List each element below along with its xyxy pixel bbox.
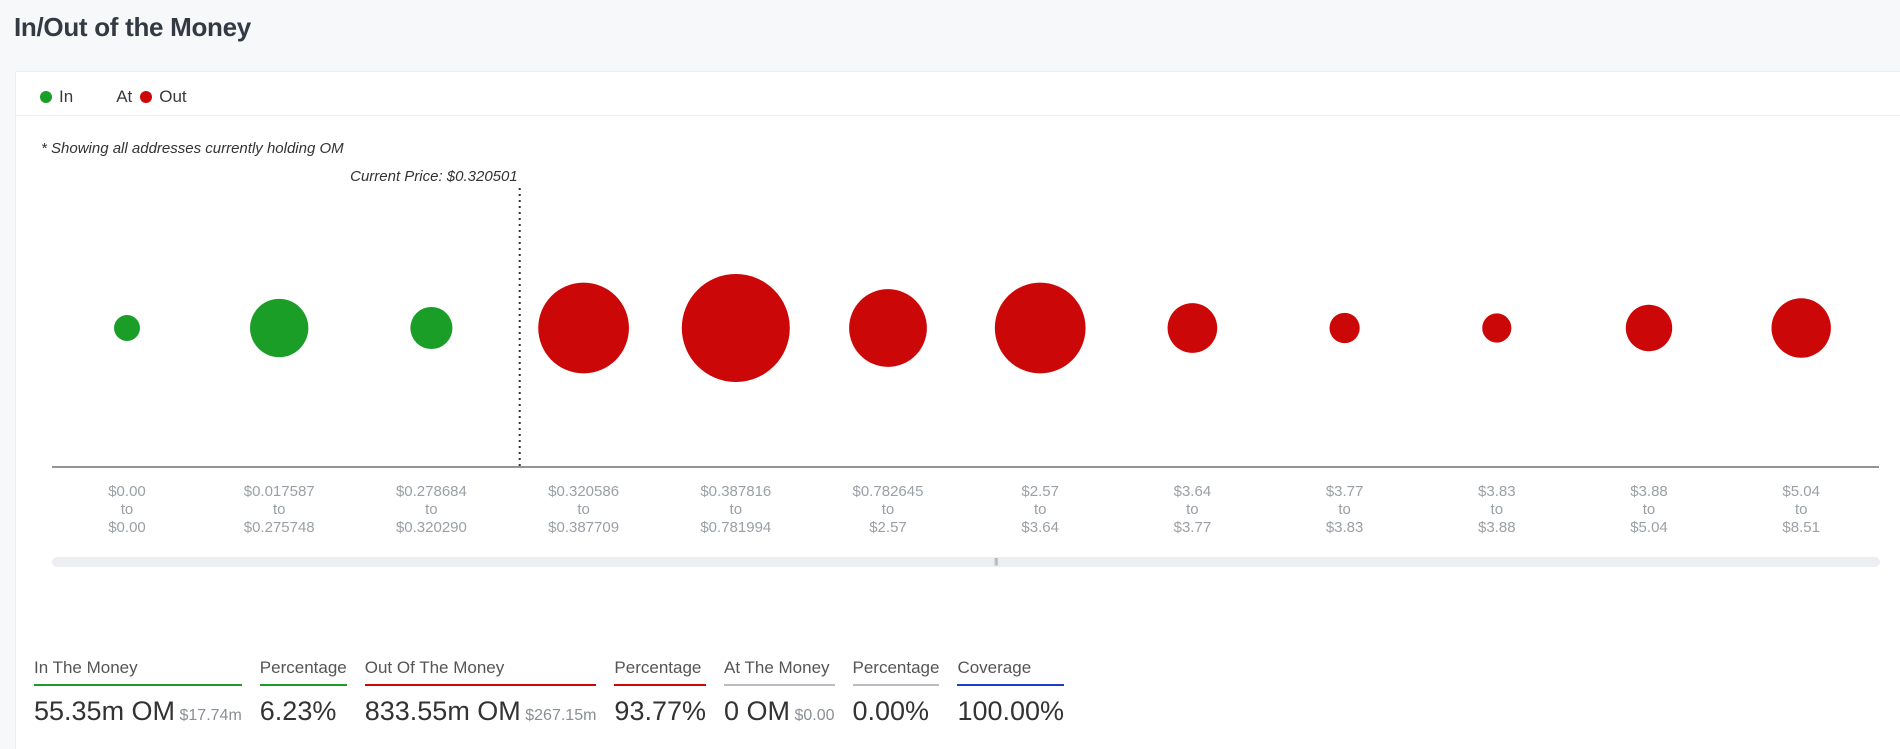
bubble-out-7[interactable]: [1167, 303, 1218, 353]
x-tick-label-6-2: $3.64: [1021, 519, 1059, 536]
legend-label-in: In: [59, 87, 74, 106]
bubble-out-8[interactable]: [1329, 312, 1360, 344]
summary-stat-value: 100.00%: [957, 696, 1065, 726]
x-tick-label-10-0: $3.88: [1630, 483, 1668, 500]
bubble-out-4[interactable]: [681, 274, 790, 382]
x-tick-label-6-1: to: [1034, 501, 1047, 518]
x-tick-label-11-0: $5.04: [1782, 483, 1820, 500]
x-tick-label-8-2: $3.83: [1326, 519, 1364, 536]
x-tick-label-5-2: $2.57: [869, 519, 907, 536]
summary-stat-4: At The Money 0 OM $0.00: [724, 658, 835, 727]
summary-stat-label: In The Money: [34, 658, 242, 686]
x-tick-label-8-1: to: [1338, 501, 1351, 518]
summary-stat-value: 0 OM $0.00: [724, 696, 835, 726]
legend-label-at: At: [116, 87, 133, 106]
legend-label-out: Out: [159, 87, 187, 106]
summary-stat-5: Percentage 0.00%: [852, 658, 940, 727]
x-tick-label-5-0: $0.782645: [853, 483, 924, 500]
legend-dot-out-icon: [140, 91, 153, 103]
summary-stat-value: 6.23%: [259, 696, 337, 726]
bubble-out-3[interactable]: [538, 282, 629, 374]
x-tick-label-2-1: to: [425, 501, 438, 518]
x-tick-label-7-2: $3.77: [1174, 519, 1212, 536]
summary-stat-label: Percentage: [852, 658, 940, 686]
x-tick-label-1-1: to: [273, 501, 286, 518]
x-tick-label-1-0: $0.017587: [244, 483, 315, 500]
bubble-out-10[interactable]: [1625, 304, 1673, 352]
bubble-out-11[interactable]: [1771, 298, 1831, 358]
x-tick-label-9-1: to: [1491, 501, 1504, 518]
x-tick-label-5-1: to: [882, 501, 895, 518]
page-title: In/Out of the Money: [14, 12, 251, 42]
summary-stat-label: Out Of The Money: [364, 658, 597, 686]
summary-stat-6: Coverage 100.00%: [957, 658, 1065, 727]
summary-stat-label: Percentage: [614, 658, 706, 686]
x-tick-label-8-0: $3.77: [1326, 483, 1364, 500]
x-tick-label-0-2: $0.00: [108, 519, 146, 536]
bubble-out-5[interactable]: [849, 289, 927, 367]
summary-stat-label: At The Money: [724, 658, 835, 686]
x-tick-label-10-2: $5.04: [1630, 519, 1668, 536]
x-tick-label-3-1: to: [577, 501, 590, 518]
chart-card: In At Out * Showing all addresses curren…: [15, 71, 1900, 749]
x-tick-label-7-0: $3.64: [1174, 483, 1212, 500]
summary-stat-0: In The Money 55.35m OM $17.74m: [34, 658, 242, 727]
x-tick-label-3-2: $0.387709: [548, 519, 619, 536]
summary-stat-value: 55.35m OM $17.74m: [34, 696, 242, 726]
summary-stat-label: Coverage: [957, 658, 1065, 686]
summary-stat-1: Percentage 6.23%: [259, 658, 347, 727]
x-tick-label-6-0: $2.57: [1021, 483, 1059, 500]
bubble-in-2[interactable]: [410, 306, 453, 350]
legend-divider: [16, 115, 1900, 116]
legend-item-out[interactable]: Out: [140, 87, 187, 107]
bubble-in-1[interactable]: [250, 298, 309, 358]
bubble-in-0[interactable]: [114, 315, 140, 341]
x-tick-label-0-0: $0.00: [108, 483, 146, 500]
x-tick-label-4-1: to: [730, 501, 743, 518]
x-tick-label-2-0: $0.278684: [396, 483, 467, 500]
scrollbar-grip-icon[interactable]: |||: [994, 557, 998, 566]
legend-item-in[interactable]: In: [40, 87, 73, 107]
current-price-label: Current Price: $0.320501: [350, 168, 518, 185]
bubble-out-9[interactable]: [1482, 313, 1512, 343]
legend: In At Out: [40, 84, 211, 110]
summary-stat-value: 0.00%: [852, 696, 930, 726]
x-tick-label-1-2: $0.275748: [244, 519, 315, 536]
x-tick-label-10-1: to: [1643, 501, 1656, 518]
x-tick-label-4-0: $0.387816: [700, 483, 771, 500]
summary-stat-label: Percentage: [259, 658, 347, 686]
footnote: * Showing all addresses currently holdin…: [41, 140, 344, 157]
bubble-chart: Current Price: $0.320501$0.00to$0.00$0.0…: [52, 168, 1879, 536]
x-tick-label-0-1: to: [121, 501, 134, 518]
summary-stat-2: Out Of The Money 833.55m OM $267.15m: [364, 658, 597, 727]
x-tick-label-3-0: $0.320586: [548, 483, 619, 500]
summary-stat-value: 833.55m OM $267.15m: [364, 696, 597, 726]
summary-stat-sub: $0.00: [790, 707, 835, 724]
x-tick-label-9-0: $3.83: [1478, 483, 1516, 500]
summary-stat-3: Percentage 93.77%: [614, 658, 706, 727]
summary-stats: In The Money 55.35m OM $17.74m Percentage 6…: [34, 658, 1082, 727]
x-tick-label-7-1: to: [1186, 501, 1199, 518]
bubble-out-6[interactable]: [994, 282, 1086, 374]
summary-stat-sub: $17.74m: [175, 707, 242, 724]
legend-dot-in-icon: [40, 91, 52, 103]
legend-item-at[interactable]: At: [97, 87, 132, 107]
x-tick-label-2-2: $0.320290: [396, 519, 467, 536]
x-tick-label-11-2: $8.51: [1782, 519, 1820, 536]
x-tick-label-4-2: $0.781994: [700, 519, 771, 536]
summary-stat-sub: $267.15m: [520, 707, 597, 724]
x-tick-label-9-2: $3.88: [1478, 519, 1516, 536]
summary-stat-value: 93.77%: [614, 696, 706, 726]
x-tick-label-11-1: to: [1795, 501, 1808, 518]
horizontal-scrollbar[interactable]: |||: [52, 557, 1880, 567]
